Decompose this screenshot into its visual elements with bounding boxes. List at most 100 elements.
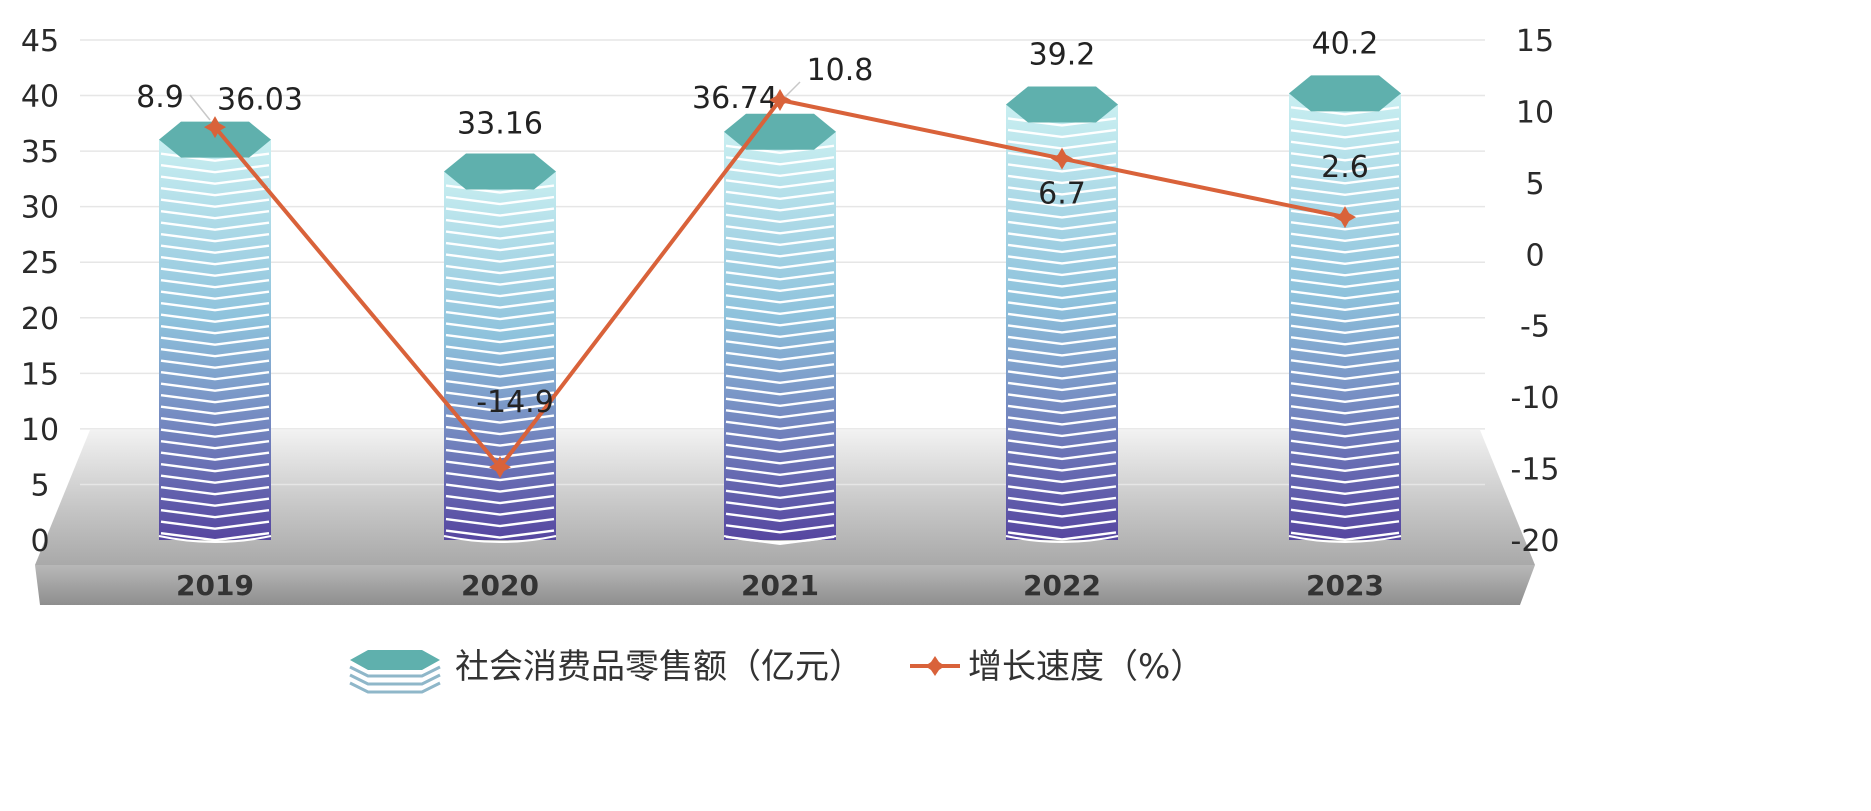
bar-stripe [1290, 140, 1400, 151]
bar-stripe [160, 393, 270, 404]
bar-stripe [1290, 163, 1400, 174]
bar-stripe [1007, 255, 1117, 265]
bar-stripe [1290, 186, 1400, 197]
bar-stripe [725, 305, 835, 315]
bar-top-cap [1006, 86, 1118, 123]
bar-stripe [1007, 209, 1117, 219]
growth-point [1051, 147, 1073, 170]
bar-stripe [1290, 117, 1400, 128]
bar-stripe [725, 167, 835, 177]
bar-stripe [160, 313, 270, 323]
floor-edge [35, 565, 1535, 605]
growth-value-label: 10.8 [807, 53, 874, 88]
bar-stripe [1290, 520, 1400, 530]
bar-stripe [1290, 232, 1400, 243]
bar-stripe [160, 209, 270, 220]
y-left-tick-label: 25 [21, 246, 59, 281]
bar-stripe [445, 471, 555, 482]
bar-body [1006, 104, 1118, 540]
bar-stripe [1007, 370, 1117, 380]
legend-label-bar: 社会消费品零售额（亿元） [455, 647, 863, 687]
bar-stripe [445, 529, 555, 539]
bar-stripe [445, 195, 555, 206]
growth-point [769, 89, 791, 111]
bar-stripe [725, 282, 835, 292]
bar-stripe [1007, 496, 1117, 507]
bar-base [1005, 535, 1119, 543]
bar-stripe [1007, 358, 1117, 369]
bar-stripe [445, 310, 555, 321]
bar-value-label: 33.16 [457, 107, 543, 142]
y-left-tick-label: 0 [30, 524, 49, 559]
bar-stripe [1007, 289, 1117, 300]
bar-stripe [1007, 393, 1117, 403]
bar-stripe [725, 259, 835, 269]
bar-stripe [160, 451, 270, 461]
bar-stripe [1290, 370, 1400, 381]
bar-stripe [445, 506, 555, 516]
bar-stripe [1007, 347, 1117, 357]
bar-stripe [1007, 243, 1117, 254]
bar-stripe [725, 432, 835, 442]
bar-stripe [160, 508, 270, 519]
bar-stripe [1007, 485, 1117, 495]
bar-stripe [1290, 485, 1400, 496]
y-right-tick-label: -20 [1511, 524, 1560, 559]
legend-item-bar: 社会消费品零售额（亿元） [349, 647, 863, 694]
bar-stripe [1007, 266, 1117, 277]
bar-stripe [725, 202, 835, 212]
bar-stripe [1007, 232, 1117, 242]
x-category-label: 2020 [461, 569, 539, 602]
bar-stripe [1290, 152, 1400, 162]
bar-stripe [725, 294, 835, 304]
x-category-label: 2023 [1306, 569, 1384, 602]
bar-stripe [725, 489, 835, 499]
growth-value-label: 8.9 [136, 80, 184, 115]
bar-stripe [725, 455, 835, 465]
bar-stripe [1290, 474, 1400, 484]
bar-base [723, 535, 837, 543]
bar-stripe [1290, 221, 1400, 231]
bar-stripe [1007, 473, 1117, 484]
bar-base [1288, 535, 1402, 543]
bar-stripe [1007, 450, 1117, 461]
axes: 0 5 10 15 20 25 30 35 40 45 -20 -15 -10 -5 0 5 10 15 2019 2… [21, 24, 1560, 602]
bar-stripe [445, 264, 555, 275]
bar-stripe [160, 416, 270, 427]
bar-stripe [160, 278, 270, 289]
bar-stripe [160, 428, 270, 438]
bar-stripe [1290, 508, 1400, 519]
bar-stripe [445, 241, 555, 252]
bar-value-label: 36.03 [217, 83, 303, 118]
bar-stripe [725, 524, 835, 534]
x-category-label: 2019 [176, 569, 254, 602]
bar-stripe [1007, 197, 1117, 208]
bar-stripe [1290, 244, 1400, 254]
y-right-tick-label: 10 [1516, 95, 1554, 130]
bar-stripe [1007, 278, 1117, 288]
bar-stripe [160, 485, 270, 496]
bar-stripe [725, 213, 835, 223]
bar-stripe [1290, 336, 1400, 346]
growth-point [1334, 206, 1356, 229]
y-left-tick-label: 45 [21, 24, 59, 59]
bar-stripe [160, 267, 270, 277]
bar-top-cap [1289, 75, 1401, 112]
legend-line-marker [925, 656, 945, 676]
bar-stripe [445, 333, 555, 344]
growth-point [489, 456, 511, 479]
bar-stripe [160, 474, 270, 484]
bar [158, 121, 272, 543]
bar-top-cap [159, 121, 271, 158]
bar-stripe [1007, 427, 1117, 438]
bar-stripe [445, 322, 555, 332]
y-right-tick-label: 0 [1525, 238, 1544, 273]
bar-stripe [160, 531, 270, 542]
bar-stripe [445, 287, 555, 298]
legend-bar-icon-stripe [349, 665, 441, 678]
y-left-tick-label: 30 [21, 191, 59, 226]
bar-stripe [445, 368, 555, 378]
growth-value-label: 2.6 [1321, 150, 1369, 185]
bar-stripe [160, 359, 270, 369]
